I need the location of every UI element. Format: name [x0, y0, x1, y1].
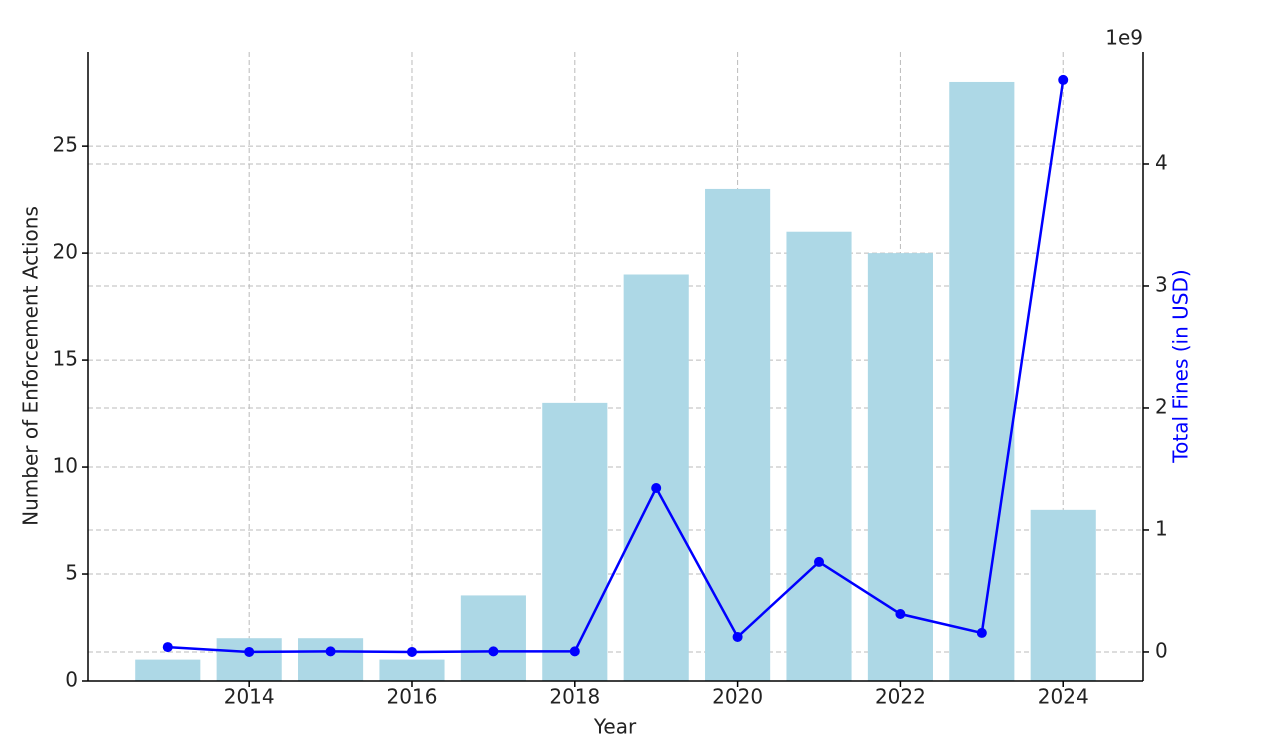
y-tick-label: 10 [53, 454, 78, 478]
point [1058, 74, 1069, 85]
y2-tick-label: 4 [1155, 150, 1168, 174]
point [651, 483, 662, 494]
bar [135, 659, 201, 681]
bar [216, 638, 282, 681]
y-tick-label: 25 [53, 133, 78, 157]
y-tick-label: 5 [65, 561, 78, 585]
bar [786, 231, 852, 681]
bar [705, 188, 771, 681]
x-tick-label: 2020 [712, 685, 763, 709]
point [162, 642, 173, 653]
bar [623, 274, 689, 681]
y-tick-label: 0 [65, 668, 78, 692]
bar [298, 638, 364, 681]
y2-tick-label: 3 [1155, 272, 1168, 296]
bar [460, 595, 526, 681]
x-tick-label: 2014 [224, 685, 275, 709]
point [732, 631, 743, 642]
point [895, 609, 906, 620]
point [976, 627, 987, 638]
point [406, 646, 417, 657]
x-axis-label: Year [593, 715, 637, 739]
x-tick-label: 2018 [549, 685, 600, 709]
bar [1030, 509, 1096, 681]
y2-tick-label: 1 [1155, 516, 1168, 540]
point [814, 556, 825, 567]
bar [949, 81, 1015, 681]
point [325, 646, 336, 657]
y2-tick-label: 0 [1155, 638, 1168, 662]
y2-offset-label: 1e9 [1105, 26, 1143, 50]
x-tick-label: 2024 [1038, 685, 1089, 709]
point [488, 646, 499, 657]
point [244, 646, 255, 657]
y-axis-label: Number of Enforcement Actions [19, 206, 43, 526]
line [167, 79, 1065, 654]
y2-axis-label: Total Fines (in USD) [1169, 269, 1193, 463]
bar [542, 402, 608, 681]
point [569, 646, 580, 657]
y2-tick-label: 2 [1155, 394, 1168, 418]
bar [379, 659, 445, 681]
x-tick-label: 2022 [875, 685, 926, 709]
y-tick-label: 20 [53, 240, 78, 264]
y-tick-label: 15 [53, 347, 78, 371]
x-tick-label: 2016 [387, 685, 438, 709]
